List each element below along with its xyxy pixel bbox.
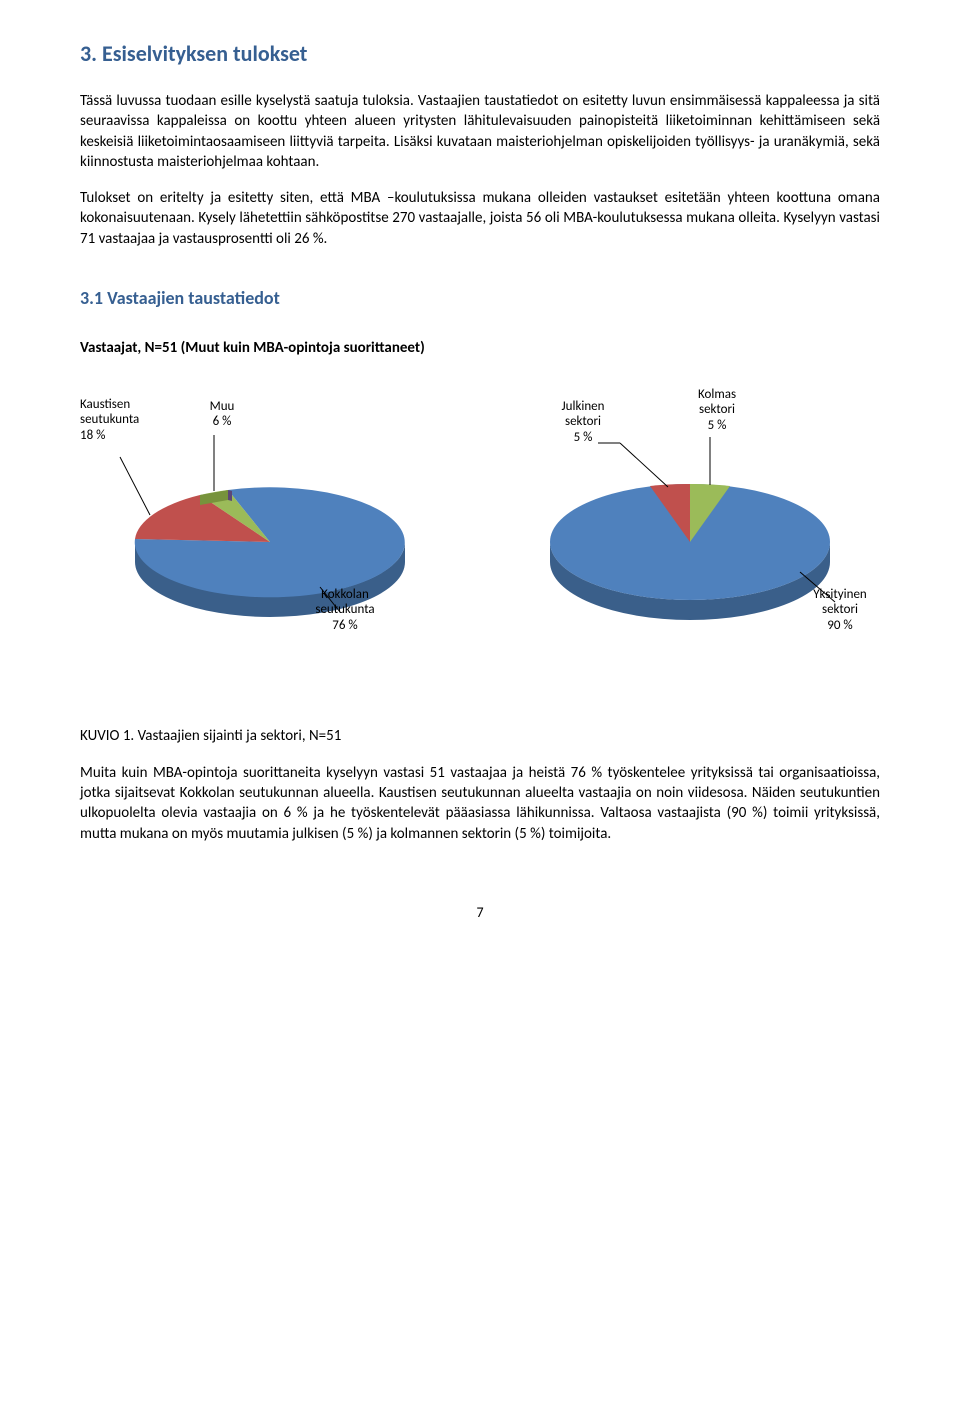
chart1-slice1-l1: Muu: [210, 399, 235, 414]
chart1-slice0-l1: Kaustisen: [80, 397, 130, 412]
chart2-slice0-l3: 5 %: [574, 430, 593, 445]
charts-row: Kaustisen seutukunta 18 % Muu 6 % Kokkol…: [80, 387, 880, 647]
chart2-slice1-l3: 5 %: [708, 418, 727, 433]
figure-caption: KUVIO 1. Vastaajien sijainti ja sektori,…: [80, 727, 880, 745]
chart1-label-kokkola: Kokkolan seutukunta 76 %: [300, 587, 390, 634]
chart1-slice2-l2: seutukunta: [315, 602, 374, 617]
chart1-slice1-l2: 6 %: [213, 414, 232, 429]
section-para-1: Tässä luvussa tuodaan esille kyselystä s…: [80, 91, 880, 172]
chart1-slice0-l3: 18 %: [80, 428, 105, 443]
pie-chart-location: Kaustisen seutukunta 18 % Muu 6 % Kokkol…: [80, 387, 460, 647]
chart2-label-yksityinen: Yksityinen sektori 90 %: [800, 587, 880, 634]
chart1-slice0-l2: seutukunta: [80, 412, 139, 427]
chart1-label-kaustinen: Kaustisen seutukunta 18 %: [80, 397, 160, 444]
chart1-slice2-l1: Kokkolan: [321, 587, 369, 602]
subsection-heading: 3.1 Vastaajien taustatiedot: [80, 287, 880, 309]
chart2-slice2-l2: sektori: [822, 602, 858, 617]
section-para-2: Tulokset on eritelty ja esitetty siten, …: [80, 188, 880, 249]
chart2-slice2-l3: 90 %: [827, 618, 852, 633]
pie-chart-sector: Julkinen sektori 5 % Kolmas sektori 5 % …: [500, 387, 880, 647]
chart2-slice2-l1: Yksityinen: [813, 587, 867, 602]
chart2-slice0-l1: Julkinen: [562, 399, 605, 414]
chart2-slice1-l1: Kolmas: [698, 387, 736, 402]
chart2-label-kolmas: Kolmas sektori 5 %: [682, 387, 752, 434]
chart1-slice2-l3: 76 %: [332, 618, 357, 633]
chart2-slice0-l2: sektori: [565, 414, 601, 429]
respondents-bold-line: Vastaajat, N=51 (Muut kuin MBA-opintoja …: [80, 339, 880, 357]
chart1-label-muu: Muu 6 %: [192, 399, 252, 430]
chart2-label-julkinen: Julkinen sektori 5 %: [548, 399, 618, 446]
section-heading: 3. Esiselvityksen tulokset: [80, 40, 880, 67]
section-para-3: Muita kuin MBA-opintoja suorittaneita ky…: [80, 763, 880, 844]
chart2-slice1-l2: sektori: [699, 402, 735, 417]
page-number: 7: [80, 904, 880, 921]
